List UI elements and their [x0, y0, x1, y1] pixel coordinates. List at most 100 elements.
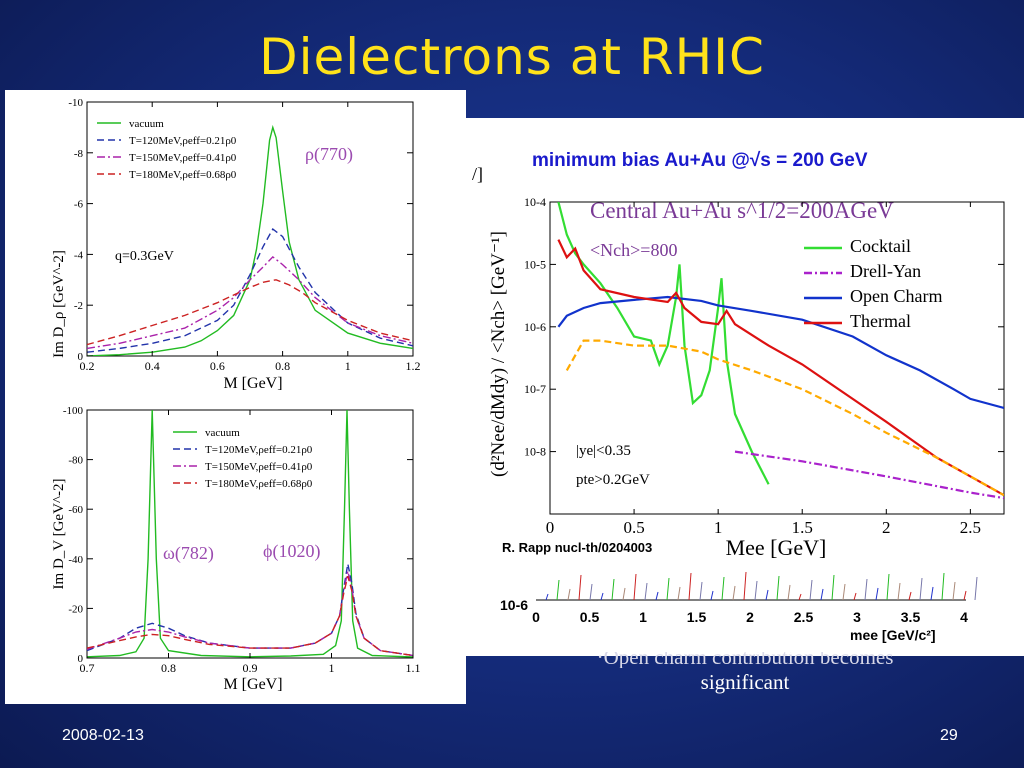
rho-x-ticks: 0.2 0.4 0.6 0.8 1 1.2	[80, 102, 421, 373]
vector-y-axis-label: Im D_V [GeV^-2]	[51, 479, 67, 590]
x-tick-label: 1	[714, 518, 723, 537]
clipped-bracket: /]	[472, 164, 483, 184]
pt-cut-annotation: pte>0.2GeV	[576, 472, 650, 488]
vector-y-ticks: 0 -20 -40 -60 -80 -100	[63, 405, 413, 665]
fragment-trace	[809, 579, 813, 601]
fragment-trace	[743, 571, 747, 601]
series-line-t-180mev-eff-0-68-0	[87, 576, 413, 657]
fragment-trace	[952, 581, 956, 601]
fragment-trace	[578, 574, 582, 601]
slide-caption: ·Open charm contribution becomes signifi…	[520, 652, 970, 696]
series-line-unlabeled-4	[565, 339, 1004, 497]
caption-partial-line: ·Open charm contribution becomes	[596, 652, 894, 668]
x-tick-label: 0.9	[243, 661, 258, 675]
x-tick-label: 1	[345, 359, 351, 373]
y-tick-label: -20	[68, 603, 83, 615]
q-value-annotation: q=0.3GeV	[115, 249, 174, 264]
legend-label: T=120MeV,ρeff=0.21ρ0	[205, 444, 313, 456]
rho-plot-frame	[86, 101, 414, 357]
fragment-trace	[919, 577, 923, 601]
fragment-trace	[666, 577, 670, 601]
fragment-trace	[754, 580, 758, 601]
fragment-trace	[875, 587, 879, 601]
y-tick-label: -4	[74, 249, 84, 261]
legend-label: T=150MeV,ρeff=0.41ρ0	[205, 461, 313, 473]
rho-spectral-plot: 0 -2 -4 -6 -8 -10 0.2 0.4 0.6 0.8 1 1.2 Im D_ρ [Ge…	[51, 97, 421, 392]
y-tick-label: 10-5	[524, 257, 546, 271]
series-line-t-150mev-eff-0-41-0	[87, 571, 413, 657]
x-tick-label: 2	[882, 518, 891, 537]
x-tick-label: 0.8	[161, 661, 176, 675]
dilepton-spectrum-panel: minimum bias Au+Au @√s = 200 GeV /] Cent…	[466, 118, 1024, 656]
x-tick-label: 0.8	[275, 359, 290, 373]
fragment-trace	[633, 573, 637, 601]
fragment-trace	[655, 591, 659, 601]
legend-label: T=150MeV,ρeff=0.41ρ0	[129, 152, 237, 164]
fragment-x-tick-label: 0.5	[580, 609, 600, 625]
fragment-trace	[699, 581, 703, 601]
y-tick-label: -2	[74, 300, 83, 312]
rapidity-cut-annotation: |ye|<0.35	[576, 443, 631, 459]
legend-label: T=180MeV,ρeff=0.68ρ0	[129, 169, 237, 181]
fragment-trace	[600, 592, 604, 601]
series-line-t-150mev-eff-0-41-0	[87, 255, 413, 350]
fragment-trace	[688, 572, 692, 601]
fragment-trace	[908, 591, 912, 601]
rho-series-group	[87, 124, 413, 356]
spectrum-legend: Cocktail Drell-Yan Open Charm Thermal	[804, 236, 942, 331]
x-tick-label: 1.1	[406, 661, 421, 675]
x-tick-label: 0.6	[210, 359, 225, 373]
fragment-trace	[721, 576, 725, 601]
series-line-t-180mev-eff-0-68-0	[87, 279, 413, 346]
series-line-vacuum	[87, 124, 413, 356]
legend-label: Drell-Yan	[850, 261, 921, 281]
rho-y-axis-label: Im D_ρ [GeV^-2]	[51, 250, 67, 358]
y-tick-label: -80	[68, 455, 83, 467]
legend-label: T=120MeV,ρeff=0.21ρ0	[129, 135, 237, 147]
vector-spectral-plot: 0 -20 -40 -60 -80 -100 0.7 0.8 0.9 1 1.1 Im D_V […	[51, 405, 421, 693]
spectral-function-panel: 0 -2 -4 -6 -8 -10 0.2 0.4 0.6 0.8 1 1.2 Im D_ρ [Ge…	[5, 90, 466, 704]
fragment-x-tick-label: 3.5	[901, 609, 921, 625]
nch-annotation: <Nch>=800	[590, 240, 677, 260]
y-tick-label: 10-4	[524, 195, 546, 209]
y-tick-label: 10-6	[524, 320, 546, 334]
fragment-trace	[567, 588, 571, 601]
fragment-trace	[886, 573, 890, 601]
fragment-trace	[798, 593, 802, 601]
y-tick-label: -100	[63, 405, 84, 417]
fragment-trace	[622, 587, 626, 601]
rapp-credit: R. Rapp nucl-th/0204003	[502, 540, 652, 555]
rho-770-annotation: ρ(770)	[305, 144, 353, 165]
vector-x-ticks: 0.7 0.8 0.9 1 1.1	[80, 410, 421, 675]
x-tick-label: 0.7	[80, 661, 95, 675]
fragment-trace	[732, 585, 736, 601]
fragment-trace	[710, 590, 714, 601]
fragment-x-tick-label: 4	[960, 609, 968, 625]
legend-label: Cocktail	[850, 236, 911, 256]
fragment-trace	[589, 583, 593, 601]
fragment-trace	[941, 572, 945, 601]
fragment-x-tick-label: 1.5	[687, 609, 707, 625]
y-tick-label: -6	[74, 199, 84, 211]
series-line-drell-yan	[734, 450, 1004, 500]
x-tick-label: 0.5	[623, 518, 644, 537]
fragment-x-axis-label: mee [GeV/c²]	[850, 627, 936, 643]
slide-title: Dielectrons at RHIC	[259, 28, 765, 86]
min-bias-header: minimum bias Au+Au @√s = 200 GeV	[532, 150, 868, 171]
rho-legend: vacuum T=120MeV,ρeff=0.21ρ0 T=150MeV,ρeff=…	[97, 118, 237, 181]
spectrum-x-ticks: 0 0.5 1 1.5 2 2.5	[546, 202, 981, 537]
legend-label: Thermal	[850, 311, 911, 331]
legend-label: T=180MeV,ρeff=0.68ρ0	[205, 478, 313, 490]
y-tick-label: 10-8	[524, 445, 546, 459]
fragment-x-tick-label: 2.5	[794, 609, 814, 625]
x-tick-label: 1.5	[792, 518, 813, 537]
y-tick-label: -40	[68, 554, 83, 566]
x-tick-label: 1.2	[406, 359, 421, 373]
x-tick-label: 2.5	[960, 518, 981, 537]
x-tick-label: 1	[329, 661, 335, 675]
series-line-cocktail	[557, 202, 770, 485]
fragment-trace	[556, 579, 560, 601]
y-tick-label: -10	[68, 97, 83, 109]
fragment-trace	[765, 589, 769, 601]
vector-series-group	[87, 410, 413, 658]
